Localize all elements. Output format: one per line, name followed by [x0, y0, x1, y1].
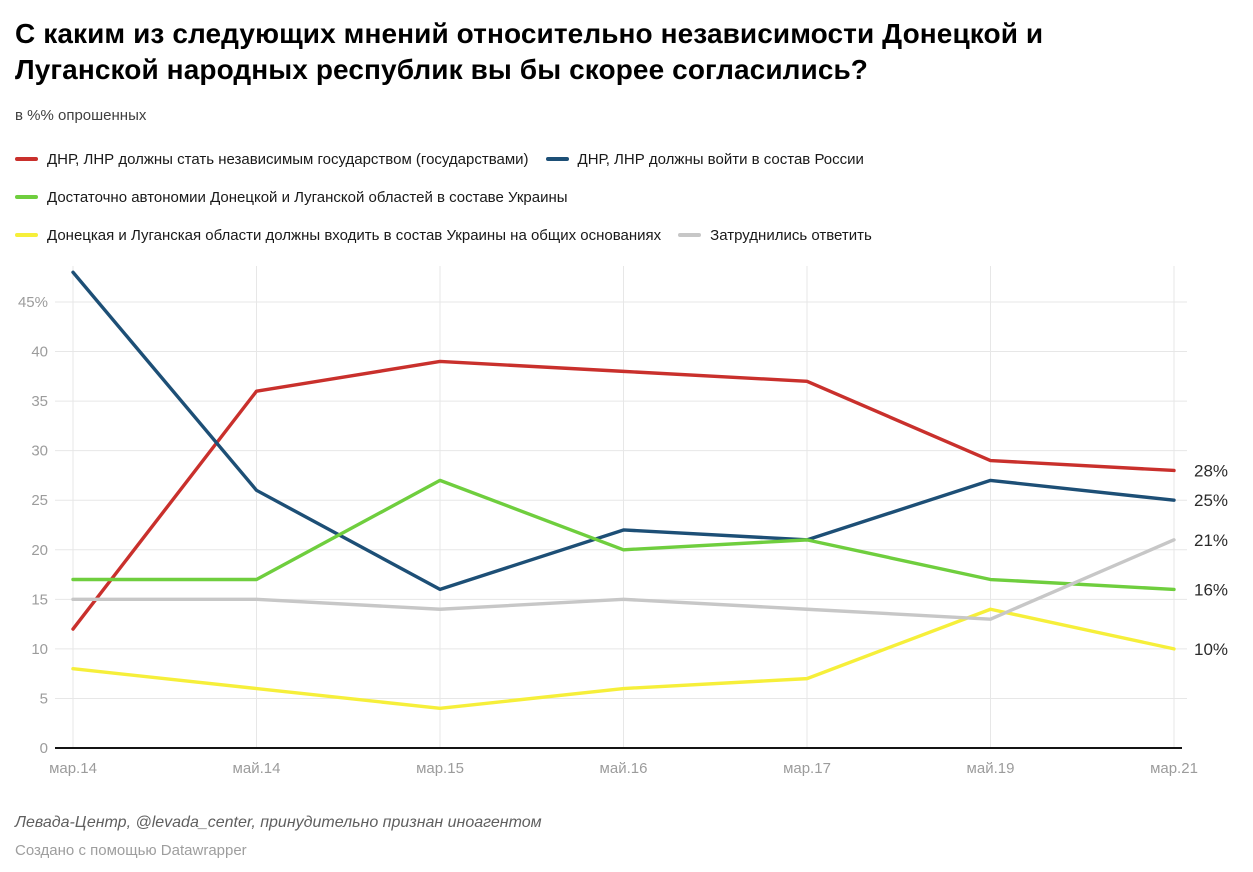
series-end-label-3: 10% [1194, 640, 1228, 659]
series-end-label-2: 16% [1194, 580, 1228, 599]
legend-swatch-icon [545, 157, 569, 162]
legend-item: ДНР, ЛНР должны стать независимым госуда… [15, 151, 529, 168]
y-axis-tick-label: 30 [31, 442, 48, 459]
legend-item: ДНР, ЛНР должны войти в состав России [545, 150, 864, 168]
series-line-0 [71, 359, 1176, 631]
legend-swatch-icon [15, 195, 38, 200]
series-end-label-4: 21% [1194, 531, 1228, 550]
legend-swatch-icon [15, 233, 38, 238]
series-line-1 [71, 270, 1176, 591]
series-end-label-0: 28% [1194, 461, 1228, 480]
x-axis-tick-label: мар.15 [416, 760, 464, 777]
x-axis-tick-label: май.14 [233, 760, 281, 777]
source-note: Левада-Центр, @levada_center, принудител… [15, 813, 542, 831]
legend-row: Донецкая и Луганская области должны вход… [15, 225, 1238, 246]
legend-item: Достаточно автономии Донецкой и Луганско… [15, 189, 568, 206]
series-line-4 [71, 537, 1176, 621]
legend-row: Достаточно автономии Донецкой и Луганско… [15, 187, 1238, 208]
legend-swatch-icon [15, 157, 38, 162]
x-axis-tick-label: мар.17 [783, 760, 831, 777]
chart-subtitle: в %% опрошенных [15, 106, 147, 124]
y-axis-tick-label: 20 [31, 541, 48, 558]
series-end-label-1: 25% [1194, 491, 1228, 510]
series-line-2 [71, 478, 1176, 591]
x-axis-tick-label: май.19 [967, 760, 1015, 777]
legend-row: ДНР, ЛНР должны стать независимым госуда… [15, 149, 1238, 170]
legend-label: Затруднились ответить [710, 226, 872, 244]
y-axis-tick-label: 45% [18, 294, 48, 311]
series-line-3 [71, 607, 1176, 710]
x-axis-tick-label: мар.14 [49, 760, 97, 777]
page-title: С каким из следующих мнений относительно… [15, 16, 1238, 88]
legend-label: ДНР, ЛНР должны войти в состав России [577, 150, 864, 168]
page-title-line1: С каким из следующих мнений относительно… [15, 18, 1044, 49]
y-axis-tick-label: 5 [40, 690, 48, 707]
x-axis-tick-label: май.16 [600, 760, 648, 777]
x-axis-tick-label: мар.21 [1150, 760, 1198, 777]
legend-label: ДНР, ЛНР должны стать независимым госуда… [47, 150, 529, 168]
y-axis-tick-label: 0 [40, 740, 48, 757]
y-axis-tick-label: 35 [31, 393, 48, 410]
y-axis-tick-label: 40 [31, 343, 48, 360]
y-axis-tick-label: 10 [31, 641, 48, 658]
legend: ДНР, ЛНР должны стать независимым госуда… [15, 149, 1238, 246]
legend-label: Достаточно автономии Донецкой и Луганско… [47, 188, 568, 206]
legend-item: Донецкая и Луганская области должны вход… [15, 227, 661, 244]
footer: Левада-Центр, @levada_center, принудител… [15, 814, 1238, 859]
legend-item: Затруднились ответить [678, 227, 872, 244]
y-axis-tick-label: 15 [31, 591, 48, 608]
legend-swatch-icon [678, 233, 702, 238]
datawrapper-credit: Создано с помощью Datawrapper [15, 841, 247, 859]
page-title-line2: Луганской народных республик вы бы скоре… [15, 53, 869, 85]
line-chart: 0 5 10 15 20 25 30 35 40 45% мар.14 май.14 мар.15 май… [18, 265, 1228, 777]
y-axis-tick-label: 25 [31, 492, 48, 509]
legend-label: Донецкая и Луганская области должны вход… [47, 226, 662, 244]
